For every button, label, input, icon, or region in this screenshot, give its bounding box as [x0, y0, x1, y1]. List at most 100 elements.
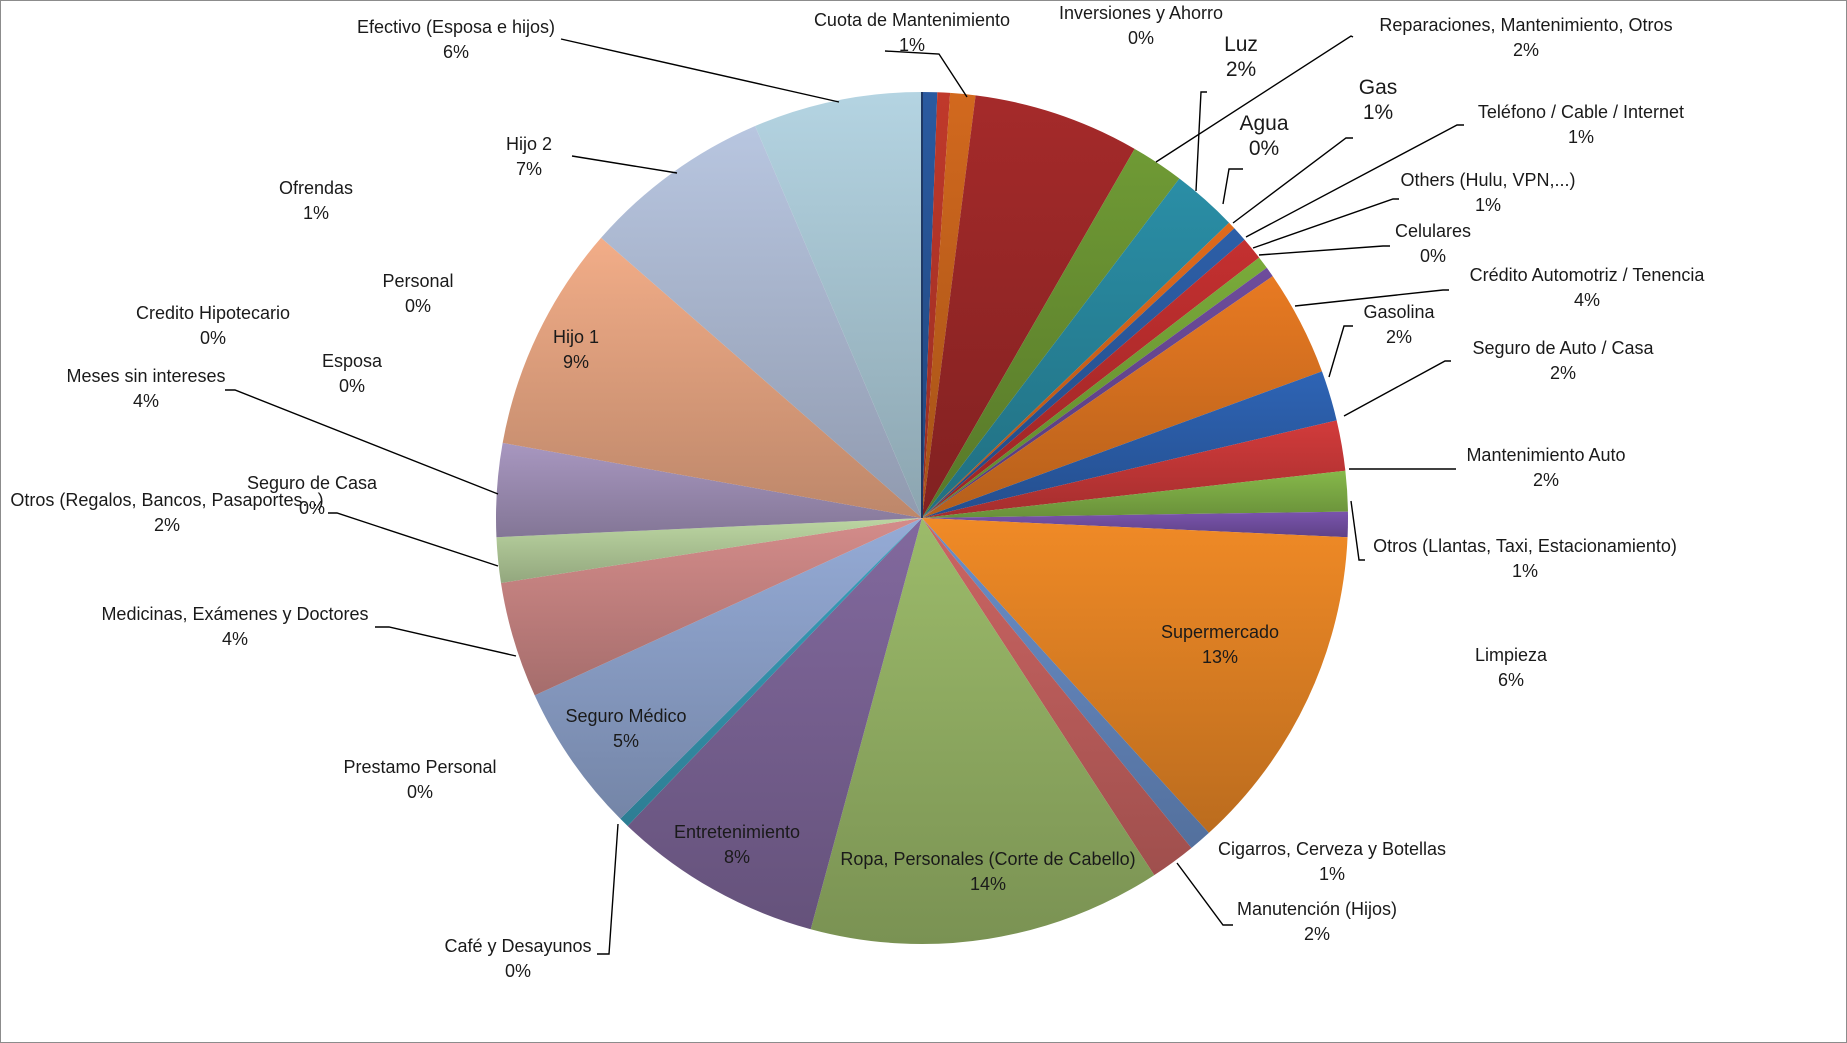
slice-label-name: Cuota de Mantenimiento	[814, 10, 1010, 30]
slice-label-percent: 0%	[1128, 28, 1154, 48]
slice-label-percent: 0%	[405, 296, 431, 316]
leader-line-others-hulu-vpn	[1252, 198, 1399, 249]
slice-label-percent: 8%	[724, 847, 750, 867]
slice-label-name: Otros (Regalos, Bancos, Pasaportes...)	[10, 490, 323, 510]
slice-label-name: Credito Hipotecario	[136, 303, 290, 323]
leader-line-telefono-cable-internet	[1245, 124, 1464, 238]
slice-label-cuota-de-mantenimiento: Cuota de Mantenimiento 1%	[814, 10, 1010, 55]
slice-label-percent: 0%	[339, 376, 365, 396]
slice-label-name: Mantenimiento Auto	[1466, 445, 1625, 465]
slice-label-supermercado: Supermercado 13%	[1161, 622, 1279, 667]
leader-line-meses-sin-intereses	[225, 389, 499, 495]
slice-label-name: Prestamo Personal	[343, 757, 496, 777]
slice-label-name: Manutención (Hijos)	[1237, 899, 1397, 919]
slice-label-inversiones-y-ahorro: Inversiones y Ahorro 0%	[1059, 3, 1223, 48]
slice-label-percent: 1%	[1568, 127, 1594, 147]
pie-slice-agua	[922, 222, 1235, 518]
slice-label-percent: 0%	[505, 961, 531, 981]
slice-label-percent: 1%	[1363, 101, 1393, 124]
slice-label-percent: 2%	[1386, 327, 1412, 347]
pie-slice-otros-regalos-bancos-pasaportes	[496, 518, 922, 583]
leader-line-gas	[1232, 137, 1353, 224]
slice-label-name: Supermercado	[1161, 622, 1279, 642]
slice-label-percent: 0%	[407, 782, 433, 802]
slice-label-name: Agua	[1239, 112, 1288, 135]
slice-label-percent: 0%	[1420, 246, 1446, 266]
slice-label-name: Crédito Automotriz / Tenencia	[1470, 265, 1706, 285]
slice-label-seguro-de-casa: Seguro de Casa 0%	[247, 473, 378, 518]
pie-slice-cigarros-cerveza-y-botellas	[922, 518, 1192, 876]
leader-line-manutencion-hijos	[1176, 862, 1233, 926]
pie-slice-telefono-cable-internet	[922, 178, 1230, 519]
leader-line-reparaciones-mantenimiento-otros	[1155, 35, 1354, 163]
slice-label-percent: 6%	[1498, 670, 1524, 690]
pie-slice-seguro-medico	[534, 518, 922, 819]
slice-label-name: Others (Hulu, VPN,...)	[1400, 170, 1575, 190]
slice-label-name: Seguro de Auto / Casa	[1472, 338, 1654, 358]
slice-label-efectivo-esposa-e-hijos: Efectivo (Esposa e hijos) 6%	[357, 17, 555, 62]
slice-label-percent: 1%	[1512, 561, 1538, 581]
slice-label-name: Reparaciones, Mantenimiento, Otros	[1379, 15, 1672, 35]
slice-label-percent: 2%	[1226, 58, 1256, 81]
slice-label-percent: 2%	[1304, 924, 1330, 944]
slice-label-otros-llantas-taxi-estacionamiento: Otros (Llantas, Taxi, Estacionamiento) 1%	[1373, 536, 1677, 581]
leader-line-seguro-de-auto-casa	[1343, 360, 1451, 417]
slice-label-seguro-de-auto-casa: Seguro de Auto / Casa 2%	[1472, 338, 1654, 383]
pie-slice-hijo-2	[601, 126, 922, 518]
pie-slice-ropa-personales-corte-de-cabello	[810, 518, 1155, 945]
leader-line-otros-llantas-taxi-estacionamiento	[1350, 500, 1365, 561]
slice-label-percent: 6%	[443, 42, 469, 62]
slice-label-name: Hijo 1	[553, 327, 599, 347]
pie-slice-supermercado	[922, 518, 1348, 833]
slice-label-name: Gasolina	[1363, 302, 1435, 322]
pie-slice-cafe-y-desayunos	[620, 518, 922, 826]
pie-slice-seguro-de-auto-casa	[922, 420, 1346, 518]
pie-slice-meses-sin-intereses	[495, 442, 922, 538]
pie-slice-luz	[922, 148, 1180, 519]
slice-label-name: Ofrendas	[279, 178, 353, 198]
slice-label-mantenimiento-auto: Mantenimiento Auto 2%	[1466, 445, 1625, 490]
slice-label-credito-automotriz-tenencia: Crédito Automotriz / Tenencia 4%	[1470, 265, 1706, 310]
slice-label-name: Limpieza	[1475, 645, 1548, 665]
slice-label-percent: 0%	[1249, 137, 1279, 160]
pie-slice-mantenimiento-auto	[922, 470, 1348, 518]
pie-slice-medicinas-examenes-y-doctores	[500, 518, 922, 696]
slice-label-prestamo-personal: Prestamo Personal 0%	[343, 757, 496, 802]
pie-slice-cuota-de-mantenimiento	[922, 92, 938, 518]
leader-line-gasolina	[1328, 325, 1353, 378]
slice-label-percent: 13%	[1202, 647, 1238, 667]
leader-line-cafe-y-desayunos	[597, 823, 619, 955]
slice-label-medicinas-examenes-y-doctores: Medicinas, Exámenes y Doctores 4%	[101, 604, 368, 649]
slice-label-percent: 1%	[899, 35, 925, 55]
leader-line-hijo-2	[571, 155, 678, 174]
slice-label-gasolina: Gasolina 2%	[1363, 302, 1435, 347]
pie-slice-credito-automotriz-tenencia	[922, 276, 1322, 518]
leader-lines	[225, 35, 1464, 955]
slice-label-name: Cigarros, Cerveza y Botellas	[1218, 839, 1446, 859]
slice-label-meses-sin-intereses: Meses sin intereses 4%	[66, 366, 225, 411]
slice-label-otros-regalos-bancos-pasaportes: Otros (Regalos, Bancos, Pasaportes...) 2%	[10, 490, 323, 535]
pie-slice-gas	[922, 228, 1245, 519]
slice-label-name: Efectivo (Esposa e hijos)	[357, 17, 555, 37]
pie-slice-celulares	[922, 257, 1267, 518]
slice-label-percent: 2%	[1533, 470, 1559, 490]
slice-label-limpieza: Limpieza 6%	[1475, 645, 1548, 690]
pie-slice-limpieza	[922, 518, 1209, 848]
slice-label-name: Personal	[382, 271, 453, 291]
pie-slice-hijo-1	[502, 237, 922, 519]
slice-label-percent: 5%	[613, 731, 639, 751]
slice-label-name: Esposa	[322, 351, 383, 371]
slice-label-percent: 4%	[222, 629, 248, 649]
slice-label-name: Medicinas, Exámenes y Doctores	[101, 604, 368, 624]
slice-label-reparaciones-mantenimiento-otros: Reparaciones, Mantenimiento, Otros 2%	[1379, 15, 1672, 60]
slice-label-name: Seguro Médico	[565, 706, 686, 726]
slice-label-manutencion-hijos: Manutención (Hijos) 2%	[1237, 899, 1397, 944]
slice-label-percent: 4%	[133, 391, 159, 411]
slice-label-name: Gas	[1359, 76, 1398, 99]
leader-line-agua	[1222, 168, 1243, 205]
pie-slice-inversiones-y-ahorro	[922, 92, 951, 518]
slice-label-gas: Gas 1%	[1359, 76, 1398, 124]
slice-label-agua: Agua 0%	[1239, 112, 1288, 160]
